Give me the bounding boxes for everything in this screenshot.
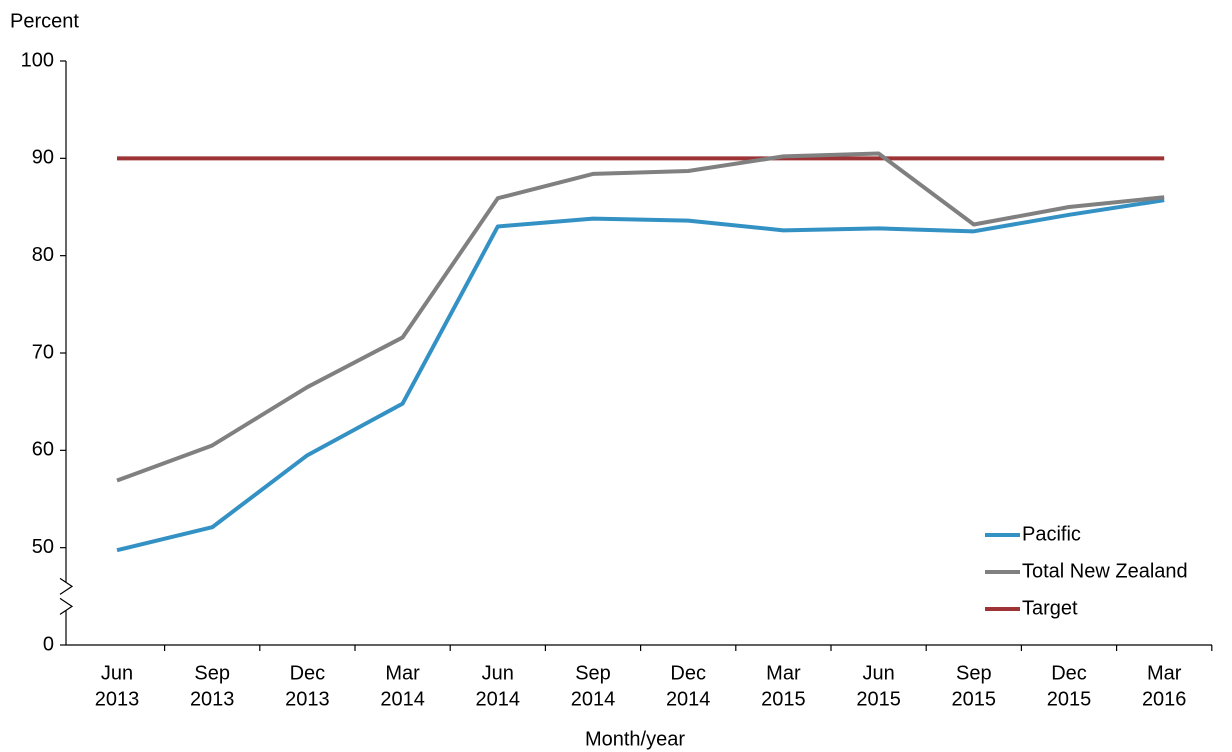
x-tick-label: 2013 [190,688,235,710]
x-tick-label: Mar [1147,662,1182,684]
legend-label: Target [1022,597,1078,619]
x-tick-label: 2014 [476,688,521,710]
x-tick-label: 2014 [380,688,425,710]
legend-label: Total New Zealand [1022,560,1188,582]
x-tick-label: Jun [101,662,133,684]
x-tick-label: Mar [766,662,801,684]
x-tick-label: 2013 [285,688,330,710]
y-tick-label: 100 [21,49,54,71]
x-tick-label: 2014 [666,688,711,710]
x-tick-label: 2015 [761,688,806,710]
x-tick-label: Dec [290,662,326,684]
x-tick-label: Dec [670,662,706,684]
axis-break [59,577,74,615]
y-tick-label: 50 [32,536,54,558]
x-tick-label: Jun [482,662,514,684]
x-tick-label: Jun [862,662,894,684]
y-tick-label: 70 [32,341,54,363]
x-axis-label: Month/year [585,728,685,750]
x-tick-label: 2015 [952,688,997,710]
x-tick-label: Dec [1051,662,1087,684]
series-line [116,151,1165,483]
x-tick-label: 2015 [856,688,901,710]
x-tick-label: Sep [575,662,611,684]
x-tick-label: Sep [956,662,992,684]
x-tick-label: 2015 [1047,688,1092,710]
y-tick-label: 80 [32,244,54,266]
y-tick-label: 60 [32,439,54,461]
legend-label: Pacific [1022,523,1081,545]
y-tick-label: 90 [32,147,54,169]
series-line [116,198,1165,553]
y-axis-label: Percent [10,10,79,32]
y-tick-label: 0 [43,633,54,655]
x-tick-label: 2013 [95,688,140,710]
axis-break-gap [58,582,74,611]
x-tick-label: Sep [194,662,230,684]
x-tick-label: 2016 [1142,688,1187,710]
x-tick-label: Mar [385,662,420,684]
x-tick-label: 2014 [571,688,616,710]
